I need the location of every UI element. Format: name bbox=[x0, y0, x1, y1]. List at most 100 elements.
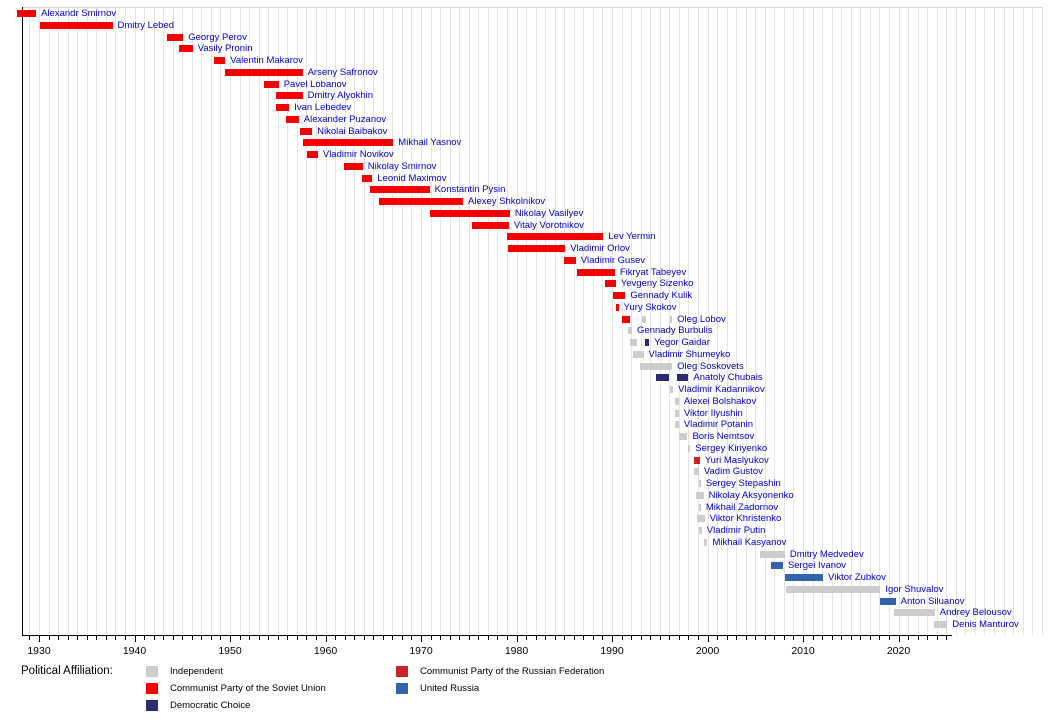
person-label[interactable]: Fikryat Tabeyev bbox=[619, 266, 687, 278]
axis-minor-tick bbox=[678, 636, 680, 640]
person-label[interactable]: Alexander Puzanov bbox=[303, 113, 387, 125]
person-label[interactable]: Alexandr Smirnov bbox=[41, 8, 117, 19]
person-label[interactable]: Vladimir Gusev bbox=[580, 254, 646, 266]
gridline bbox=[144, 7, 146, 635]
person-label[interactable]: Dmitry Lebed bbox=[117, 19, 175, 31]
axis-minor-tick bbox=[86, 636, 88, 640]
person-label[interactable]: Anton Siluanov bbox=[900, 595, 965, 607]
person-label[interactable]: Nikolay Vasilyev bbox=[514, 207, 584, 219]
person-label[interactable]: Igor Shuvalov bbox=[885, 583, 944, 595]
person-label[interactable]: Yevgeny Sizenko bbox=[620, 278, 694, 290]
gridline bbox=[888, 7, 890, 635]
axis-minor-tick bbox=[306, 636, 308, 640]
axis-year-label: 1990 bbox=[600, 645, 624, 657]
axis-minor-tick bbox=[440, 636, 442, 640]
person-label[interactable]: Vadim Gustov bbox=[703, 466, 763, 478]
person-label[interactable]: Alexei Bolshakov bbox=[683, 395, 757, 407]
person-label[interactable]: Anatoly Chubais bbox=[693, 372, 763, 384]
gridline bbox=[841, 7, 843, 635]
person-label[interactable]: Mikhail Yasnov bbox=[398, 137, 462, 149]
axis-major-tick bbox=[421, 636, 422, 642]
person-label[interactable]: Viktor Ilyushin bbox=[683, 407, 743, 419]
axis-year-label: 2010 bbox=[791, 645, 815, 657]
gridline bbox=[612, 7, 613, 635]
person-label[interactable]: Vladimir Shumeyko bbox=[648, 348, 731, 360]
term-bar bbox=[166, 33, 184, 41]
axis-minor-tick bbox=[736, 636, 738, 640]
person-label[interactable]: Konstantin Pysin bbox=[434, 184, 506, 196]
axis-minor-tick bbox=[621, 636, 623, 640]
person-label[interactable]: Vitaly Vorotnikov bbox=[513, 219, 584, 231]
person-label[interactable]: Andrey Belousov bbox=[939, 607, 1012, 619]
person-label[interactable]: Dmitry Medvedev bbox=[789, 548, 864, 560]
person-label[interactable]: Dmitry Alyokhin bbox=[307, 90, 374, 102]
gridline bbox=[249, 7, 251, 635]
term-bar bbox=[621, 315, 631, 323]
term-bar bbox=[286, 115, 299, 123]
y-axis bbox=[22, 7, 24, 636]
person-label[interactable]: Denis Manturov bbox=[952, 619, 1019, 630]
term-bar bbox=[302, 139, 394, 147]
person-label[interactable]: Vladimir Orlov bbox=[570, 243, 630, 254]
person-label[interactable]: Arseny Safronov bbox=[307, 66, 378, 78]
person-label[interactable]: Sergey Stepashin bbox=[705, 478, 781, 489]
person-label[interactable]: Yury Skokov bbox=[623, 301, 677, 313]
axis-minor-tick bbox=[583, 636, 585, 640]
person-label[interactable]: Oleg Lobov bbox=[677, 313, 726, 325]
term-bar bbox=[698, 527, 702, 534]
person-label[interactable]: Nikolay Smirnov bbox=[367, 160, 437, 172]
axis-minor-tick bbox=[592, 636, 594, 640]
person-label[interactable]: Ivan Lebedev bbox=[294, 102, 352, 113]
axis-minor-tick bbox=[545, 636, 547, 640]
gridline bbox=[58, 7, 60, 635]
person-label[interactable]: Gennady Burbulis bbox=[637, 325, 713, 337]
gridline bbox=[793, 7, 795, 635]
term-bar bbox=[612, 292, 626, 299]
gridline bbox=[936, 7, 938, 635]
gridline bbox=[1041, 7, 1043, 635]
person-label[interactable]: Vladimir Putin bbox=[706, 525, 766, 536]
gridline bbox=[803, 7, 804, 635]
axis-minor-tick bbox=[144, 636, 146, 640]
person-label[interactable]: Vladimir Novikov bbox=[322, 149, 394, 160]
person-label[interactable]: Georgy Perov bbox=[188, 31, 247, 43]
person-label[interactable]: Viktor Zubkov bbox=[828, 572, 886, 583]
axis-minor-tick bbox=[936, 636, 938, 640]
term-bar bbox=[670, 315, 673, 323]
person-label[interactable]: Mikhail Kasyanov bbox=[712, 536, 787, 548]
axis-minor-tick bbox=[315, 636, 317, 640]
term-bar bbox=[703, 538, 708, 546]
person-label[interactable]: Yuri Maslyukov bbox=[704, 454, 769, 466]
person-label[interactable]: Alexey Shkolnikov bbox=[468, 196, 546, 207]
person-label[interactable]: Nikolai Baibakov bbox=[317, 125, 388, 137]
term-bar bbox=[639, 362, 673, 370]
term-bar bbox=[605, 280, 616, 288]
axis-minor-tick bbox=[335, 636, 337, 640]
axis-year-label: 1960 bbox=[313, 645, 338, 657]
person-label[interactable]: Yegor Gaidar bbox=[654, 337, 710, 348]
person-label[interactable]: Vladimir Kadannikov bbox=[678, 384, 765, 395]
axis-minor-tick bbox=[201, 636, 203, 640]
term-bar bbox=[696, 515, 705, 523]
person-label[interactable]: Valentin Makarov bbox=[230, 55, 303, 66]
term-bar bbox=[39, 21, 113, 29]
person-label[interactable]: Mikhail Zadornov bbox=[705, 501, 779, 513]
person-label[interactable]: Vasily Pronin bbox=[197, 43, 253, 55]
legend-label-cprf: Communist Party of the Russian Federatio… bbox=[420, 666, 605, 677]
person-label[interactable]: Nikolay Aksyonenko bbox=[708, 489, 794, 501]
person-label[interactable]: Boris Nemtsov bbox=[692, 431, 755, 442]
gridline bbox=[812, 7, 814, 635]
person-label[interactable]: Vladimir Potanin bbox=[683, 419, 754, 431]
person-label[interactable]: Lev Yermin bbox=[608, 231, 656, 243]
person-label[interactable]: Sergey Kiriyenko bbox=[695, 442, 768, 454]
axis-minor-tick bbox=[745, 636, 747, 640]
person-label[interactable]: Pavel Lobanov bbox=[283, 78, 347, 90]
person-label[interactable]: Sergei Ivanov bbox=[787, 560, 847, 572]
term-bar bbox=[307, 151, 318, 158]
person-label[interactable]: Oleg Soskovets bbox=[677, 360, 744, 372]
person-label[interactable]: Leonid Maximov bbox=[377, 172, 447, 184]
person-label[interactable]: Viktor Khristenko bbox=[709, 513, 782, 525]
legend-title: Political Affiliation: bbox=[21, 665, 113, 677]
gridline bbox=[172, 7, 174, 635]
person-label[interactable]: Gennady Kulik bbox=[630, 290, 693, 301]
